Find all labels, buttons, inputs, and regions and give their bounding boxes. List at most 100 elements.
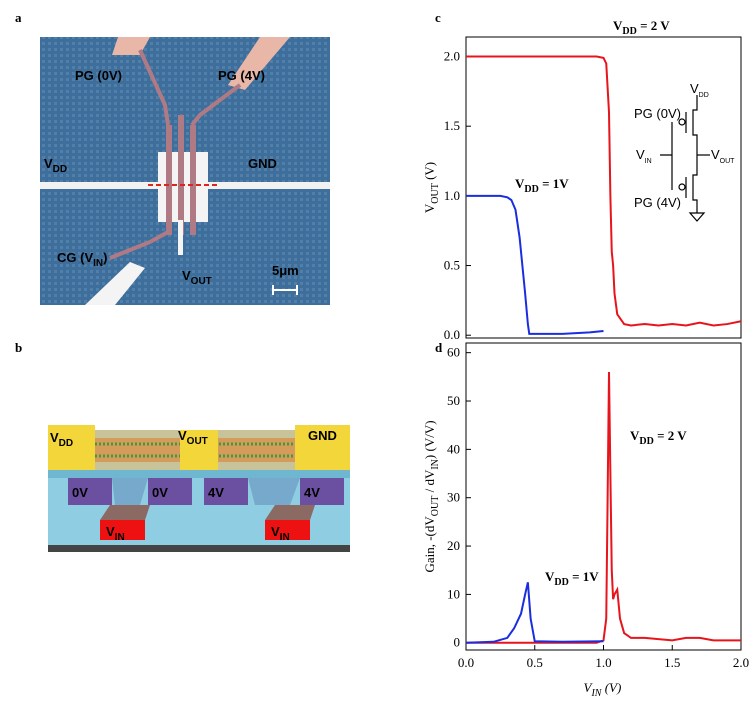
plot-frame xyxy=(465,36,742,339)
text-part: 4V xyxy=(208,485,224,500)
text-part: GND xyxy=(308,428,337,443)
plot-frame xyxy=(465,342,742,651)
text-part: V xyxy=(584,680,594,695)
micrograph-label: CG (VIN) xyxy=(57,250,107,269)
text-part: V xyxy=(50,430,59,445)
text-part: = 1V xyxy=(569,569,599,584)
text-part: V xyxy=(178,428,187,443)
text-part: / dV xyxy=(422,469,437,496)
circuit-wire xyxy=(692,95,698,213)
device-label: VIN xyxy=(106,524,125,543)
y-tick-label: 0.0 xyxy=(444,327,460,342)
text-part: (V) xyxy=(422,162,437,183)
circuit-wire xyxy=(660,122,673,190)
text-part: = 1V xyxy=(539,176,569,191)
series-label: VDD = 1V xyxy=(515,176,569,195)
text-part: = 2 V xyxy=(654,428,687,443)
text-part: PG (4V) xyxy=(218,68,265,83)
text-part: V xyxy=(636,147,645,162)
text-part: CG (V xyxy=(57,250,93,265)
device-schematic xyxy=(48,425,350,552)
series-label: VDD = 1V xyxy=(545,569,599,588)
device-label: VOUT xyxy=(178,428,208,447)
subscript: DD xyxy=(639,436,653,447)
line xyxy=(466,55,742,327)
micrograph-label: VDD xyxy=(44,156,67,175)
subscript: DD xyxy=(622,26,636,37)
subscript: IN xyxy=(280,532,290,543)
text-part: PG (4V) xyxy=(634,195,681,210)
text-part: V xyxy=(515,176,525,191)
panel-label: a xyxy=(15,10,22,25)
x-tick-label: 1.5 xyxy=(664,655,680,670)
inset-label: PG (4V) xyxy=(634,195,681,210)
text-part: V xyxy=(613,18,623,33)
circuit-wire xyxy=(688,212,706,222)
micrograph-label: 5μm xyxy=(272,263,299,278)
inset-label: VOUT xyxy=(711,147,735,165)
y-tick-label: 1.0 xyxy=(444,188,460,203)
micrograph-label: VOUT xyxy=(182,268,212,287)
panel-label: b xyxy=(15,340,22,355)
text-part: V xyxy=(182,268,191,283)
text-part: PG (0V) xyxy=(75,68,122,83)
panel-label: d xyxy=(435,340,443,355)
text-part: 5μm xyxy=(272,263,299,278)
device-label: 0V xyxy=(72,485,88,500)
text-part: 0V xyxy=(72,485,88,500)
y-tick-label: 0 xyxy=(454,635,461,650)
device-label: 4V xyxy=(304,485,320,500)
subscript: IN xyxy=(115,532,125,543)
y-tick-label: 1.5 xyxy=(444,118,460,133)
text-part: V xyxy=(271,524,280,539)
micrograph-label: PG (4V) xyxy=(218,68,265,83)
line xyxy=(465,582,604,644)
micrograph-label: GND xyxy=(248,156,277,171)
text-part: V xyxy=(630,428,640,443)
subscript: IN xyxy=(645,158,652,165)
series-label: VDD = 2 V xyxy=(613,18,670,37)
text-part: PG (0V) xyxy=(634,106,681,121)
panel-label: c xyxy=(435,10,441,25)
inset-label: VDD xyxy=(690,81,709,99)
y-tick-label: 0.5 xyxy=(444,258,460,273)
device-label: 0V xyxy=(152,485,168,500)
series-label: VDD = 2 V xyxy=(630,428,687,447)
text-part: V xyxy=(711,147,720,162)
text-part: V xyxy=(106,524,115,539)
text-part: V xyxy=(545,569,555,584)
y-tick-label: 20 xyxy=(447,538,460,553)
y-tick-label: 60 xyxy=(447,345,460,360)
inset-label: PG (0V) xyxy=(634,106,681,121)
circuit-bubble xyxy=(678,118,686,126)
subscript: OUT xyxy=(720,158,736,165)
subscript: DD xyxy=(524,184,538,195)
text-part: ) (V/V) xyxy=(422,420,437,459)
text-part: V xyxy=(422,203,437,213)
circuit-bubble xyxy=(678,183,686,191)
x-axis-label: VIN (V) xyxy=(584,680,622,699)
inset-label: VIN xyxy=(636,147,652,165)
y-tick-label: 50 xyxy=(447,393,460,408)
micrograph xyxy=(40,37,330,305)
text-part: = 2 V xyxy=(637,18,670,33)
subscript: DD xyxy=(699,92,709,99)
subscript: OUT xyxy=(430,183,441,204)
subscript: DD xyxy=(59,438,73,449)
x-tick-label: 1.0 xyxy=(595,655,611,670)
y-axis-label: Gain, -(dVOUT / dVIN) (V/V) xyxy=(422,420,441,572)
device-label: GND xyxy=(308,428,337,443)
text-part: V xyxy=(690,81,699,96)
text-part: V xyxy=(44,156,53,171)
subscript: OUT xyxy=(430,496,441,517)
device-label: VIN xyxy=(271,524,290,543)
y-tick-label: 30 xyxy=(447,490,460,505)
x-tick-label: 0.0 xyxy=(458,655,474,670)
text-part: ) xyxy=(103,250,107,265)
subscript: DD xyxy=(554,577,568,588)
subscript: IN xyxy=(430,459,441,470)
text-part: GND xyxy=(248,156,277,171)
subscript: IN xyxy=(590,688,602,699)
x-tick-label: 0.5 xyxy=(527,655,543,670)
